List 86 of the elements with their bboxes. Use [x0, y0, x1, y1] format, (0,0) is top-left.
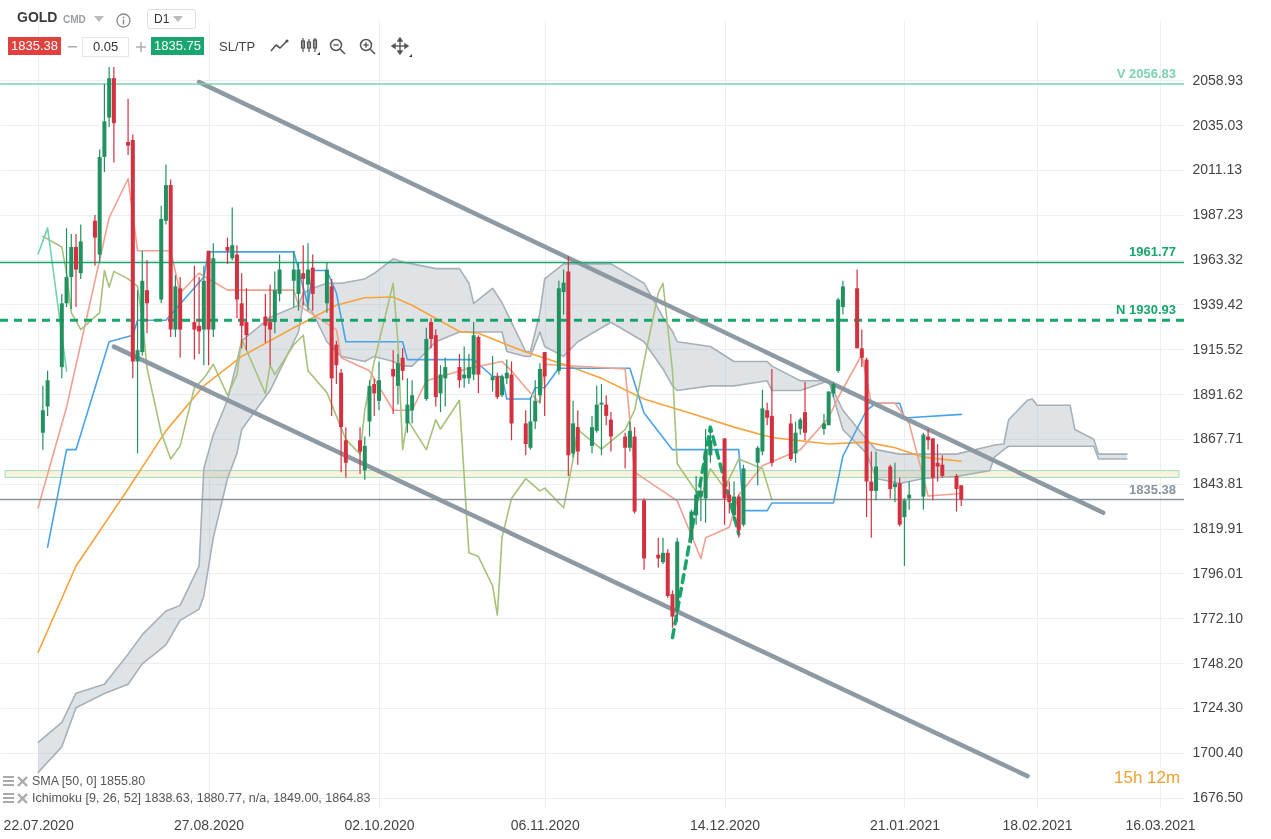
y-tick-label: 1987.23 — [1192, 206, 1244, 223]
annotation: Ichimoku [9, 26, 52] 1838.63, 1880.77, n/a, 1849.00, 1864.83 — [32, 791, 371, 806]
ref-line-label: N 1930.93 — [1116, 302, 1176, 318]
candlestick — [604, 394, 609, 426]
y-tick-label: 2011.13 — [1192, 161, 1243, 178]
candlestick — [732, 480, 737, 522]
annotation: SMA [50, 0] 1855.80 — [32, 774, 146, 789]
candlestick — [358, 426, 363, 475]
x-tick-label: 06.11.2020 — [510, 816, 580, 833]
candlestick — [793, 420, 798, 464]
x-tick-label: 27.08.2020 — [174, 816, 245, 833]
candlestick — [405, 377, 410, 434]
y-tick-label: 1796.01 — [1192, 564, 1244, 581]
candlestick — [902, 497, 907, 567]
ref-line-label: 1835.38 — [1129, 481, 1176, 497]
candlestick — [372, 377, 377, 417]
x-tick-label: 16.03.2021 — [1125, 816, 1196, 833]
candlestick — [225, 237, 230, 265]
candlestick — [599, 383, 604, 456]
y-tick-label: 1867.71 — [1192, 430, 1244, 447]
candlestick — [443, 357, 448, 408]
candlestick — [263, 293, 268, 344]
annotation: 1835.75 — [151, 37, 204, 55]
candlestick — [457, 353, 462, 389]
line-series — [46, 251, 963, 549]
y-tick-label: 1891.62 — [1192, 385, 1244, 402]
candlestick — [490, 355, 495, 393]
y-tick-label: 2058.93 — [1192, 71, 1244, 88]
y-tick-label: 1939.42 — [1192, 295, 1244, 312]
candlestick — [305, 242, 310, 312]
ref-line-label: V 2056.83 — [1116, 66, 1176, 82]
candlestick — [192, 265, 197, 361]
candlestick — [495, 372, 500, 400]
y-tick-label: 1915.52 — [1192, 340, 1244, 357]
y-tick-label: 1772.10 — [1192, 609, 1244, 626]
candlestick — [608, 411, 613, 453]
annotation: 1835.38 — [8, 37, 61, 55]
candlestick — [239, 272, 244, 349]
candlestick — [954, 473, 959, 513]
candlestick — [533, 379, 538, 430]
candlestick — [343, 426, 348, 479]
candlestick — [376, 360, 381, 411]
candlestick — [627, 420, 632, 453]
annotation: GOLD — [17, 9, 58, 26]
y-tick-label: 1963.32 — [1192, 251, 1244, 268]
candlestick — [940, 454, 945, 479]
y-tick-label: 1676.50 — [1192, 789, 1244, 806]
line-series — [37, 296, 963, 654]
candlestick — [869, 450, 874, 539]
y-tick-label: 1724.30 — [1192, 699, 1244, 716]
candlestick — [395, 353, 400, 406]
candlestick — [892, 462, 897, 503]
annotation: CMD — [63, 14, 86, 26]
candlestick — [391, 349, 396, 415]
y-tick-label: 2035.03 — [1192, 116, 1244, 133]
candlestick — [74, 233, 79, 308]
x-tick-label: 02.10.2020 — [344, 816, 415, 833]
candlestick — [803, 381, 808, 441]
ref-line-label: 1961.77 — [1129, 244, 1176, 260]
candlestick — [230, 207, 235, 261]
candlestick — [92, 214, 97, 267]
annotation: D1 — [147, 9, 197, 30]
x-tick-label: 21.01.2021 — [869, 816, 941, 833]
x-tick-label: 14.12.2020 — [690, 816, 761, 833]
annotation: 0.05 — [82, 37, 130, 57]
annotation: 15h 12m — [1114, 768, 1181, 789]
y-tick-label: 1700.40 — [1192, 744, 1244, 761]
line-series — [42, 235, 773, 616]
candlestick — [400, 347, 405, 381]
x-tick-label: 18.02.2021 — [1002, 816, 1073, 833]
candlestick — [623, 432, 628, 470]
candlestick — [500, 374, 505, 398]
candlestick — [145, 259, 150, 334]
candlestick — [438, 364, 443, 413]
y-tick-label: 1843.81 — [1192, 475, 1244, 492]
candlestick — [523, 409, 528, 456]
candlestick — [301, 244, 306, 306]
annotation: SL/TP — [219, 39, 256, 55]
candlestick — [40, 385, 45, 451]
y-tick-label: 1748.20 — [1192, 654, 1244, 671]
candlestick — [888, 464, 893, 500]
candlestick — [244, 287, 249, 351]
candlestick — [661, 537, 666, 565]
candlestick — [859, 328, 864, 368]
x-tick-label: 22.07.2020 — [3, 816, 74, 833]
y-tick-label: 1819.91 — [1192, 520, 1244, 537]
